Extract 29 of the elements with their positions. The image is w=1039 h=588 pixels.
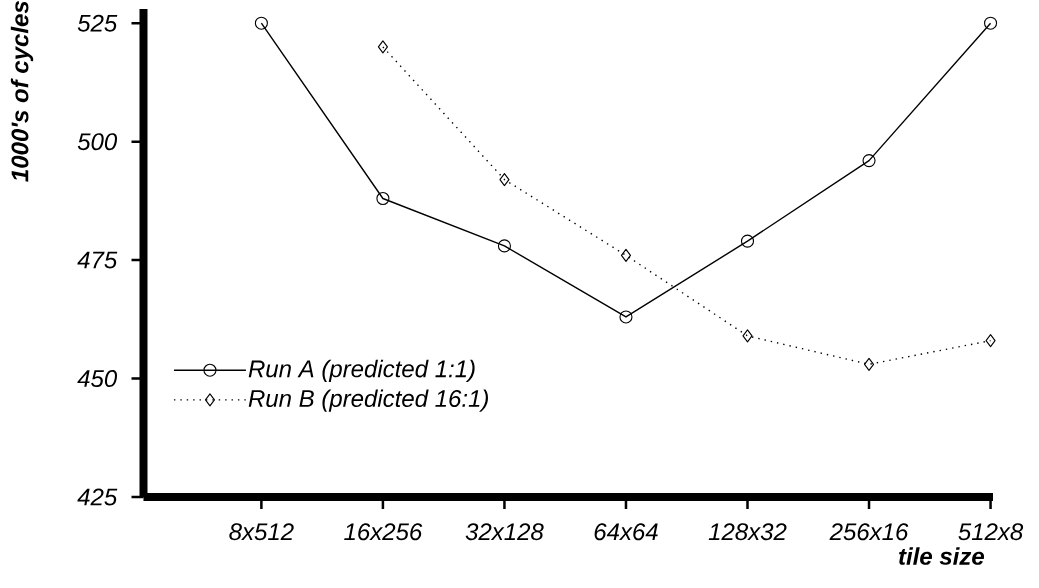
- point: [377, 40, 388, 54]
- y-tick-label: 500: [77, 133, 118, 151]
- legend-label: Run B (predicted 16:1): [248, 389, 488, 412]
- point: [620, 248, 632, 262]
- point: [983, 16, 998, 30]
- x-tick-label: 64x64: [594, 523, 658, 541]
- x-axis-title: tile size: [899, 547, 985, 565]
- x-tick-label: 16x256: [344, 523, 423, 541]
- x-tick-label: 256x16: [829, 523, 909, 541]
- point: [499, 173, 510, 187]
- point: [497, 239, 511, 253]
- point: [619, 310, 633, 324]
- point: [254, 16, 268, 30]
- x-tick-label: 128x32: [708, 523, 787, 541]
- point: [742, 329, 753, 343]
- point: [376, 191, 390, 206]
- y-tick-label: 525: [77, 14, 118, 32]
- legend-label: Run A (predicted 1:1): [248, 359, 475, 383]
- x-tick-label: 8x512: [229, 523, 294, 541]
- y-axis-title: 1000's of cycles: [10, 1, 34, 182]
- point: [985, 334, 996, 348]
- y-tick-label: 475: [77, 251, 118, 269]
- point: [862, 154, 876, 168]
- point: [863, 357, 875, 371]
- x-tick-label: 32x128: [465, 523, 544, 541]
- x-tick-label: 512x8: [958, 523, 1024, 541]
- point: [740, 234, 755, 248]
- y-tick-label: 450: [77, 370, 118, 388]
- y-tick-label: 425: [77, 488, 118, 506]
